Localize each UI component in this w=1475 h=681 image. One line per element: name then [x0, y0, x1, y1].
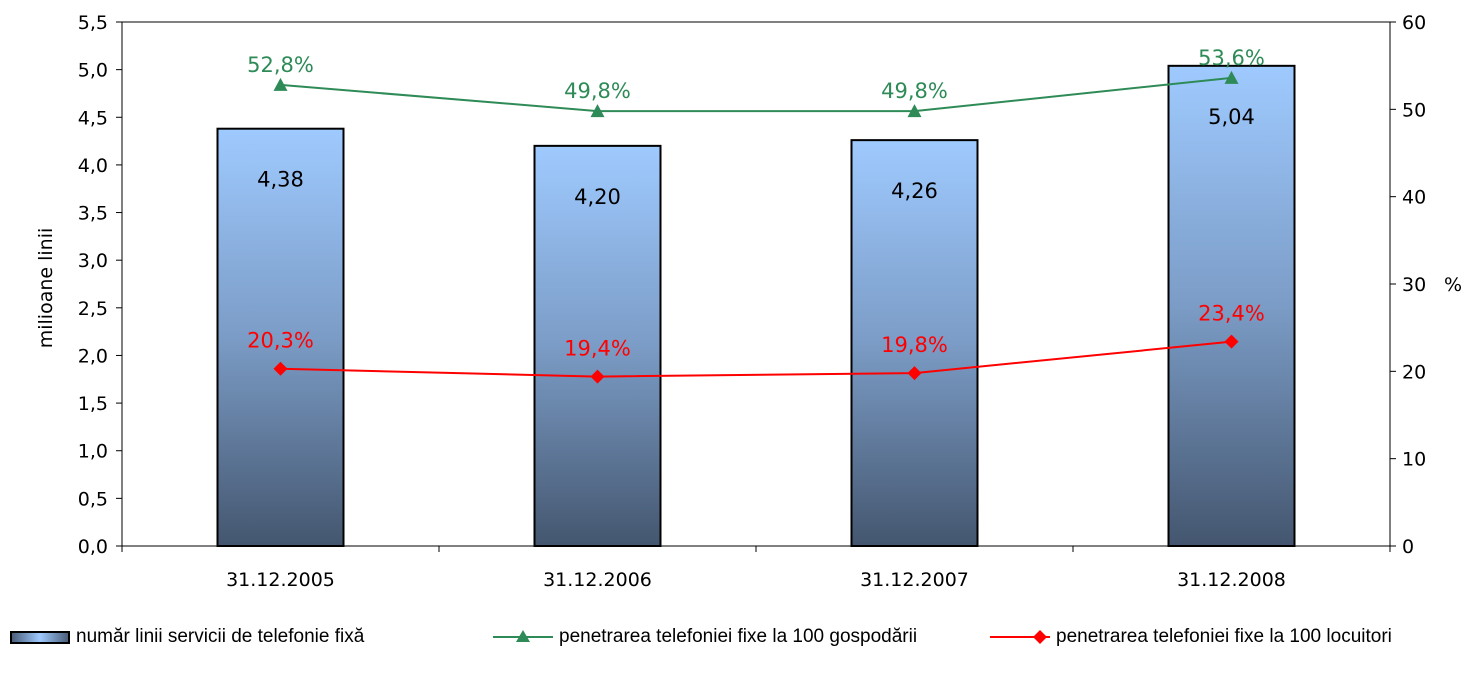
y2-tick-label: 10 — [1402, 449, 1426, 471]
bar — [216, 127, 345, 548]
bar-data-label: 4,26 — [891, 179, 938, 203]
y-tick-label: 5,5 — [78, 12, 108, 34]
legend-label: penetrarea telefoniei fixe la 100 gospod… — [559, 626, 918, 647]
y-tick-label: 5,0 — [78, 60, 108, 82]
legend: număr linii servicii de telefonie fixă p… — [0, 626, 1475, 681]
x-tick-label: 31.12.2008 — [1177, 569, 1286, 591]
bar — [1167, 64, 1296, 548]
point-data-label: 20,3% — [247, 329, 314, 353]
y-tick-label: 4,0 — [78, 155, 108, 177]
point-data-label: 49,8% — [881, 79, 948, 103]
x-tick-label: 31.12.2005 — [226, 569, 335, 591]
diamond-marker — [590, 369, 605, 384]
diamond-marker — [1224, 334, 1239, 349]
bar-data-label: 4,20 — [574, 185, 621, 209]
point-data-label: 53,6% — [1198, 46, 1265, 70]
y2-axis-title: % — [1444, 274, 1462, 296]
bar-data-label: 5,04 — [1208, 105, 1255, 129]
legend-item-inhabitants: penetrarea telefoniei fixe la 100 locuit… — [990, 626, 1401, 648]
bar-data-label: 4,38 — [257, 168, 304, 192]
point-data-label: 19,4% — [564, 337, 631, 361]
triangle-marker — [907, 104, 922, 118]
legend-item-households: penetrarea telefoniei fixe la 100 gospod… — [493, 626, 917, 648]
y-tick-label: 0,5 — [78, 488, 108, 510]
legend-item-bars: număr linii servicii de telefonie fixă — [10, 626, 364, 648]
y-axis-title: milioane linii — [35, 228, 57, 349]
legend-bar-swatch — [10, 631, 70, 644]
y2-tick-label: 40 — [1402, 187, 1426, 209]
y-tick-label: 4,5 — [78, 107, 108, 129]
point-data-label: 49,8% — [564, 79, 631, 103]
bar — [850, 139, 979, 547]
diamond-marker — [907, 366, 922, 381]
x-tick-label: 31.12.2007 — [860, 569, 969, 591]
y2-tick-label: 60 — [1402, 12, 1426, 34]
triangle-marker — [1224, 70, 1239, 84]
legend-label: penetrarea telefoniei fixe la 100 locuit… — [1056, 626, 1392, 647]
bar — [533, 144, 662, 547]
x-tick-label: 31.12.2006 — [543, 569, 652, 591]
y-tick-label: 0,0 — [78, 536, 108, 558]
series-line — [280, 76, 1232, 113]
y-tick-label: 1,0 — [78, 441, 108, 463]
y-axis-left: 0,0 0,5 1,0 1,5 2,0 2,5 3,0 3,5 4,0 4,5 5,0 5,5 — [78, 12, 122, 558]
y-tick-label: 2,5 — [78, 298, 108, 320]
y-tick-label: 2,0 — [78, 345, 108, 367]
series-line — [280, 340, 1232, 378]
triangle-marker — [590, 104, 605, 118]
legend-label: număr linii servicii de telefonie fixă — [76, 626, 365, 647]
legend-red-line-swatch — [990, 630, 1050, 644]
y2-tick-label: 20 — [1402, 361, 1426, 383]
y-tick-label: 3,5 — [78, 203, 108, 225]
y-axis-right: 0 10 20 30 40 50 60% — [1390, 12, 1462, 558]
chart: 0,0 0,5 1,0 1,5 2,0 2,5 3,0 3,5 4,0 4,5 5,0 5,5 0 10… — [35, 12, 1462, 591]
triangle-marker — [273, 77, 288, 91]
point-data-label: 52,8% — [247, 53, 314, 77]
point-data-label: 19,8% — [881, 333, 948, 357]
legend-green-line-swatch — [493, 630, 553, 642]
line-series: 52,8% 49,8% 49,8% 53,6% 20,3% 19,4% 19,8% 23,4% — [247, 46, 1265, 384]
bar-series: 4,38 4,20 4,26 5,04 — [216, 64, 1296, 548]
y2-tick-label: 0 — [1402, 536, 1414, 558]
y2-tick-label: 50 — [1402, 99, 1426, 121]
point-data-label: 23,4% — [1198, 302, 1265, 326]
x-axis: 31.12.2005 31.12.2006 31.12.2007 31.12.2008 — [121, 546, 1391, 591]
diamond-marker — [273, 361, 288, 376]
y-tick-label: 1,5 — [78, 393, 108, 415]
y2-tick-label: 30 — [1402, 274, 1426, 296]
y-tick-label: 3,0 — [78, 250, 108, 272]
